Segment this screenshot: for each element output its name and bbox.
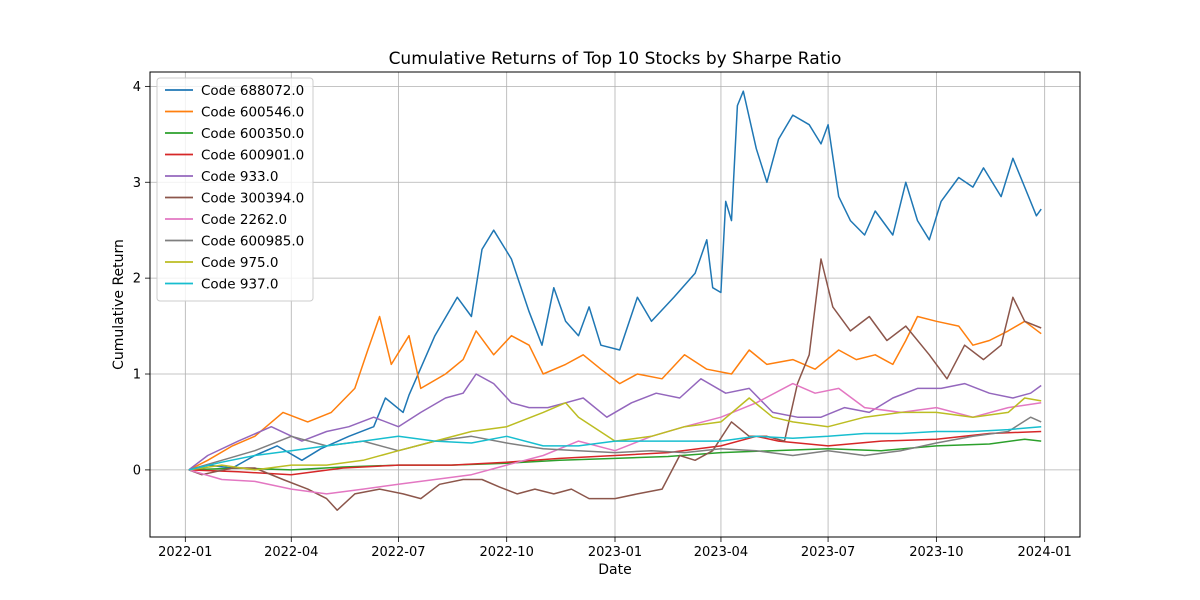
series-lines <box>188 90 1042 511</box>
y-tick-label: 2 <box>133 272 141 287</box>
series-line-600350-0 <box>188 438 1042 471</box>
legend-entry-label: Code 933.0 <box>201 169 279 185</box>
series-line-2262-0 <box>188 382 1042 495</box>
chart-title: Cumulative Returns of Top 10 Stocks by S… <box>389 49 842 69</box>
x-tick-label: 2022-07 <box>371 545 425 560</box>
series-line-937-0 <box>188 425 1042 471</box>
legend: Code 688072.0 Code 600546.0 Code 600350.0 C… <box>156 77 314 302</box>
y-tick-label: 3 <box>133 176 141 191</box>
legend-entry-label: Code 600546.0 <box>201 105 304 121</box>
x-tick-label: 2024-01 <box>1018 545 1072 560</box>
series-line-600546-0 <box>188 315 1042 471</box>
legend-entry-label: Code 600350.0 <box>201 126 304 142</box>
y-tick-label: 0 <box>133 463 141 478</box>
x-tick-label: 2022-10 <box>480 545 534 560</box>
x-axis-ticks: 2022-01 2022-04 2022-07 2022-10 2023-01 2023-… <box>158 537 1072 560</box>
x-axis-label: Date <box>598 562 631 578</box>
x-tick-label: 2022-04 <box>264 545 318 560</box>
series-line-688072-0 <box>188 90 1042 471</box>
legend-entry-label: Code 600901.0 <box>201 148 304 164</box>
legend-entry-label: Code 937.0 <box>201 277 279 293</box>
y-tick-label: 4 <box>133 80 141 95</box>
x-tick-label: 2023-07 <box>801 545 855 560</box>
y-axis-ticks: 0 1 2 3 4 <box>133 80 150 478</box>
x-tick-label: 2023-01 <box>588 545 642 560</box>
legend-entry-label: Code 2262.0 <box>201 212 287 228</box>
series-line-300394-0 <box>188 258 1042 511</box>
series-line-600901-0 <box>188 430 1042 476</box>
legend-entry-label: Code 300394.0 <box>201 191 304 207</box>
legend-entry-label: Code 975.0 <box>201 255 279 271</box>
legend-entry-label: Code 600985.0 <box>201 234 304 250</box>
x-tick-label: 2022-01 <box>158 545 212 560</box>
y-tick-label: 1 <box>133 368 141 383</box>
legend-box <box>156 77 314 302</box>
x-tick-label: 2023-10 <box>909 545 963 560</box>
grid <box>150 72 1080 537</box>
series-line-975-0 <box>188 397 1042 471</box>
series-line-933-0 <box>188 373 1042 471</box>
y-axis-label: Cumulative Return <box>111 239 127 370</box>
legend-entry-label: Code 688072.0 <box>201 83 304 99</box>
x-tick-label: 2023-04 <box>694 545 748 560</box>
